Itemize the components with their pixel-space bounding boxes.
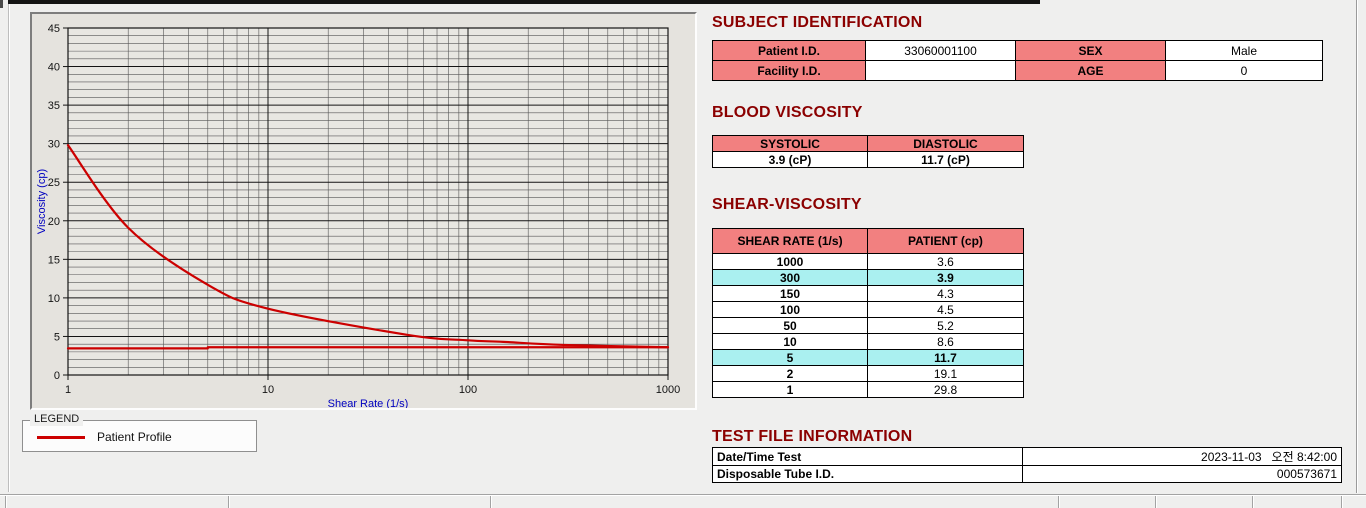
shear-rate-cell: 50 <box>712 317 868 334</box>
viscosity-chart-panel: 0 5 10 15 20 25 30 35 40 45 1 10 100 1000 Viscosity (c… <box>30 12 697 410</box>
status-strip <box>0 494 1366 496</box>
shear-viscosity-row: 1 29.8 <box>712 381 1024 398</box>
left-panel-divider <box>8 4 10 492</box>
svg-text:30: 30 <box>48 139 60 151</box>
blood-viscosity-table: SYSTOLIC DIASTOLIC 3.9 (cP) 11.7 (cP) <box>712 135 1024 168</box>
shear-viscosity-row: 2 19.1 <box>712 365 1024 382</box>
test-file-information-table: Date/Time Test 2023-11-03 오전 8:42:00 Dis… <box>712 447 1342 483</box>
svg-text:15: 15 <box>48 254 60 266</box>
shear-rate-cell: 10 <box>712 333 868 350</box>
patient-cp-cell: 4.5 <box>867 301 1024 318</box>
shear-rate-cell: 150 <box>712 285 868 302</box>
svg-text:10: 10 <box>262 384 274 396</box>
shear-viscosity-row: 1000 3.6 <box>712 253 1024 270</box>
patient-cp-cell: 4.3 <box>867 285 1024 302</box>
systolic-header: SYSTOLIC <box>712 135 868 152</box>
section-title-shear-viscosity: SHEAR-VISCOSITY <box>712 196 862 213</box>
svg-text:20: 20 <box>48 216 60 228</box>
panel-divider <box>1252 496 1254 508</box>
table-row: Disposable Tube I.D. 000573671 <box>712 465 1342 483</box>
legend-line-sample <box>37 436 85 439</box>
series-high-shear-baseline <box>66 346 670 350</box>
title-bar-fragment <box>8 0 1040 4</box>
age-value: 0 <box>1165 60 1323 81</box>
patient-cp-cell: 11.7 <box>867 349 1024 366</box>
sex-value: Male <box>1165 40 1323 61</box>
shear-rate-cell: 5 <box>712 349 868 366</box>
shear-rate-column-header: SHEAR RATE (1/s) <box>712 228 868 254</box>
section-title-subject-identification: SUBJECT IDENTIFICATION <box>712 14 923 31</box>
legend-box: LEGEND Patient Profile <box>22 413 257 452</box>
section-title-blood-viscosity: BLOOD VISCOSITY <box>712 104 863 121</box>
age-label: AGE <box>1015 60 1166 81</box>
legend-title: LEGEND <box>30 413 84 426</box>
subject-identification-table: Patient I.D. 33060001100 SEX Male Facili… <box>712 40 1323 81</box>
table-row: SYSTOLIC DIASTOLIC <box>712 135 1024 152</box>
patient-id-value: 33060001100 <box>865 40 1016 61</box>
table-row: Facility I.D. AGE 0 <box>712 60 1323 81</box>
series-patient-profile <box>66 144 670 349</box>
patient-id-label: Patient I.D. <box>712 40 866 61</box>
viscosity-chart: 0 5 10 15 20 25 30 35 40 45 1 10 100 1000 Viscosity (c… <box>36 23 680 408</box>
table-row: Date/Time Test 2023-11-03 오전 8:42:00 <box>712 447 1342 466</box>
y-axis-label: Viscosity (cp) <box>36 169 48 234</box>
shear-viscosity-row: 300 3.9 <box>712 269 1024 286</box>
patient-column-header: PATIENT (cp) <box>867 228 1024 254</box>
facility-id-label: Facility I.D. <box>712 60 866 81</box>
shear-rate-cell: 2 <box>712 365 868 382</box>
svg-text:35: 35 <box>48 100 60 112</box>
facility-id-value <box>865 60 1016 81</box>
panel-divider <box>490 496 492 508</box>
date-time-test-label: Date/Time Test <box>712 447 1023 466</box>
diastolic-header: DIASTOLIC <box>867 135 1024 152</box>
date-time-test-value: 2023-11-03 오전 8:42:00 <box>1022 447 1342 466</box>
diastolic-value: 11.7 (cP) <box>867 151 1024 168</box>
svg-text:10: 10 <box>48 293 60 305</box>
svg-text:1000: 1000 <box>656 384 680 396</box>
shear-viscosity-row: 50 5.2 <box>712 317 1024 334</box>
table-row: 3.9 (cP) 11.7 (cP) <box>712 151 1024 168</box>
shear-rate-cell: 300 <box>712 269 868 286</box>
panel-divider <box>1058 496 1060 508</box>
disposable-tube-id-value: 000573671 <box>1022 465 1342 483</box>
patient-cp-cell: 3.9 <box>867 269 1024 286</box>
svg-text:1: 1 <box>65 384 71 396</box>
shear-rate-cell: 1 <box>712 381 868 398</box>
shear-viscosity-row: 100 4.5 <box>712 301 1024 318</box>
svg-text:25: 25 <box>48 177 60 189</box>
x-axis-label: Shear Rate (1/s) <box>328 398 409 408</box>
panel-divider <box>1341 496 1343 508</box>
right-panel-divider <box>1356 0 1358 493</box>
sex-label: SEX <box>1015 40 1166 61</box>
svg-text:5: 5 <box>54 331 60 343</box>
svg-text:45: 45 <box>48 23 60 35</box>
svg-text:0: 0 <box>54 370 60 382</box>
patient-cp-cell: 5.2 <box>867 317 1024 334</box>
shear-rate-cell: 100 <box>712 301 868 318</box>
legend-entry-label: Patient Profile <box>97 430 172 444</box>
table-header-row: SHEAR RATE (1/s) PATIENT (cp) <box>712 228 1024 254</box>
panel-divider <box>1155 496 1157 508</box>
shear-viscosity-table: SHEAR RATE (1/s) PATIENT (cp) 1000 3.6 300… <box>712 228 1024 398</box>
patient-cp-cell: 8.6 <box>867 333 1024 350</box>
panel-divider <box>228 496 230 508</box>
shear-viscosity-row: 10 8.6 <box>712 333 1024 350</box>
table-row: Patient I.D. 33060001100 SEX Male <box>712 40 1323 61</box>
systolic-value: 3.9 (cP) <box>712 151 868 168</box>
svg-text:100: 100 <box>459 384 477 396</box>
patient-cp-cell: 29.8 <box>867 381 1024 398</box>
svg-text:40: 40 <box>48 62 60 74</box>
disposable-tube-id-label: Disposable Tube I.D. <box>712 465 1023 483</box>
patient-cp-cell: 3.6 <box>867 253 1024 270</box>
section-title-test-file-information: TEST FILE INFORMATION <box>712 428 913 445</box>
shear-viscosity-row: 5 11.7 <box>712 349 1024 366</box>
patient-cp-cell: 19.1 <box>867 365 1024 382</box>
window-corner-fragment <box>0 0 3 8</box>
panel-divider <box>5 496 7 508</box>
shear-viscosity-row: 150 4.3 <box>712 285 1024 302</box>
shear-rate-cell: 1000 <box>712 253 868 270</box>
shear-viscosity-body: 1000 3.6 300 3.9 150 4.3 100 4.5 50 5.2 10 8.6 5 11.7… <box>712 253 1024 398</box>
